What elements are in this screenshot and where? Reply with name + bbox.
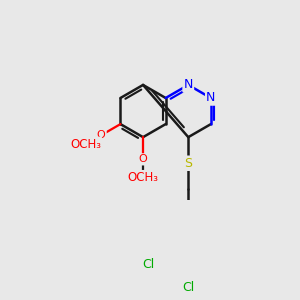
Text: Cl: Cl	[142, 258, 155, 271]
Text: N: N	[184, 78, 193, 92]
Text: O: O	[139, 154, 147, 164]
Text: Cl: Cl	[182, 281, 194, 294]
Text: S: S	[184, 157, 192, 170]
Text: OCH₃: OCH₃	[70, 138, 101, 151]
Text: OCH₃: OCH₃	[128, 171, 159, 184]
Text: O: O	[97, 130, 106, 140]
Text: N: N	[206, 92, 216, 104]
